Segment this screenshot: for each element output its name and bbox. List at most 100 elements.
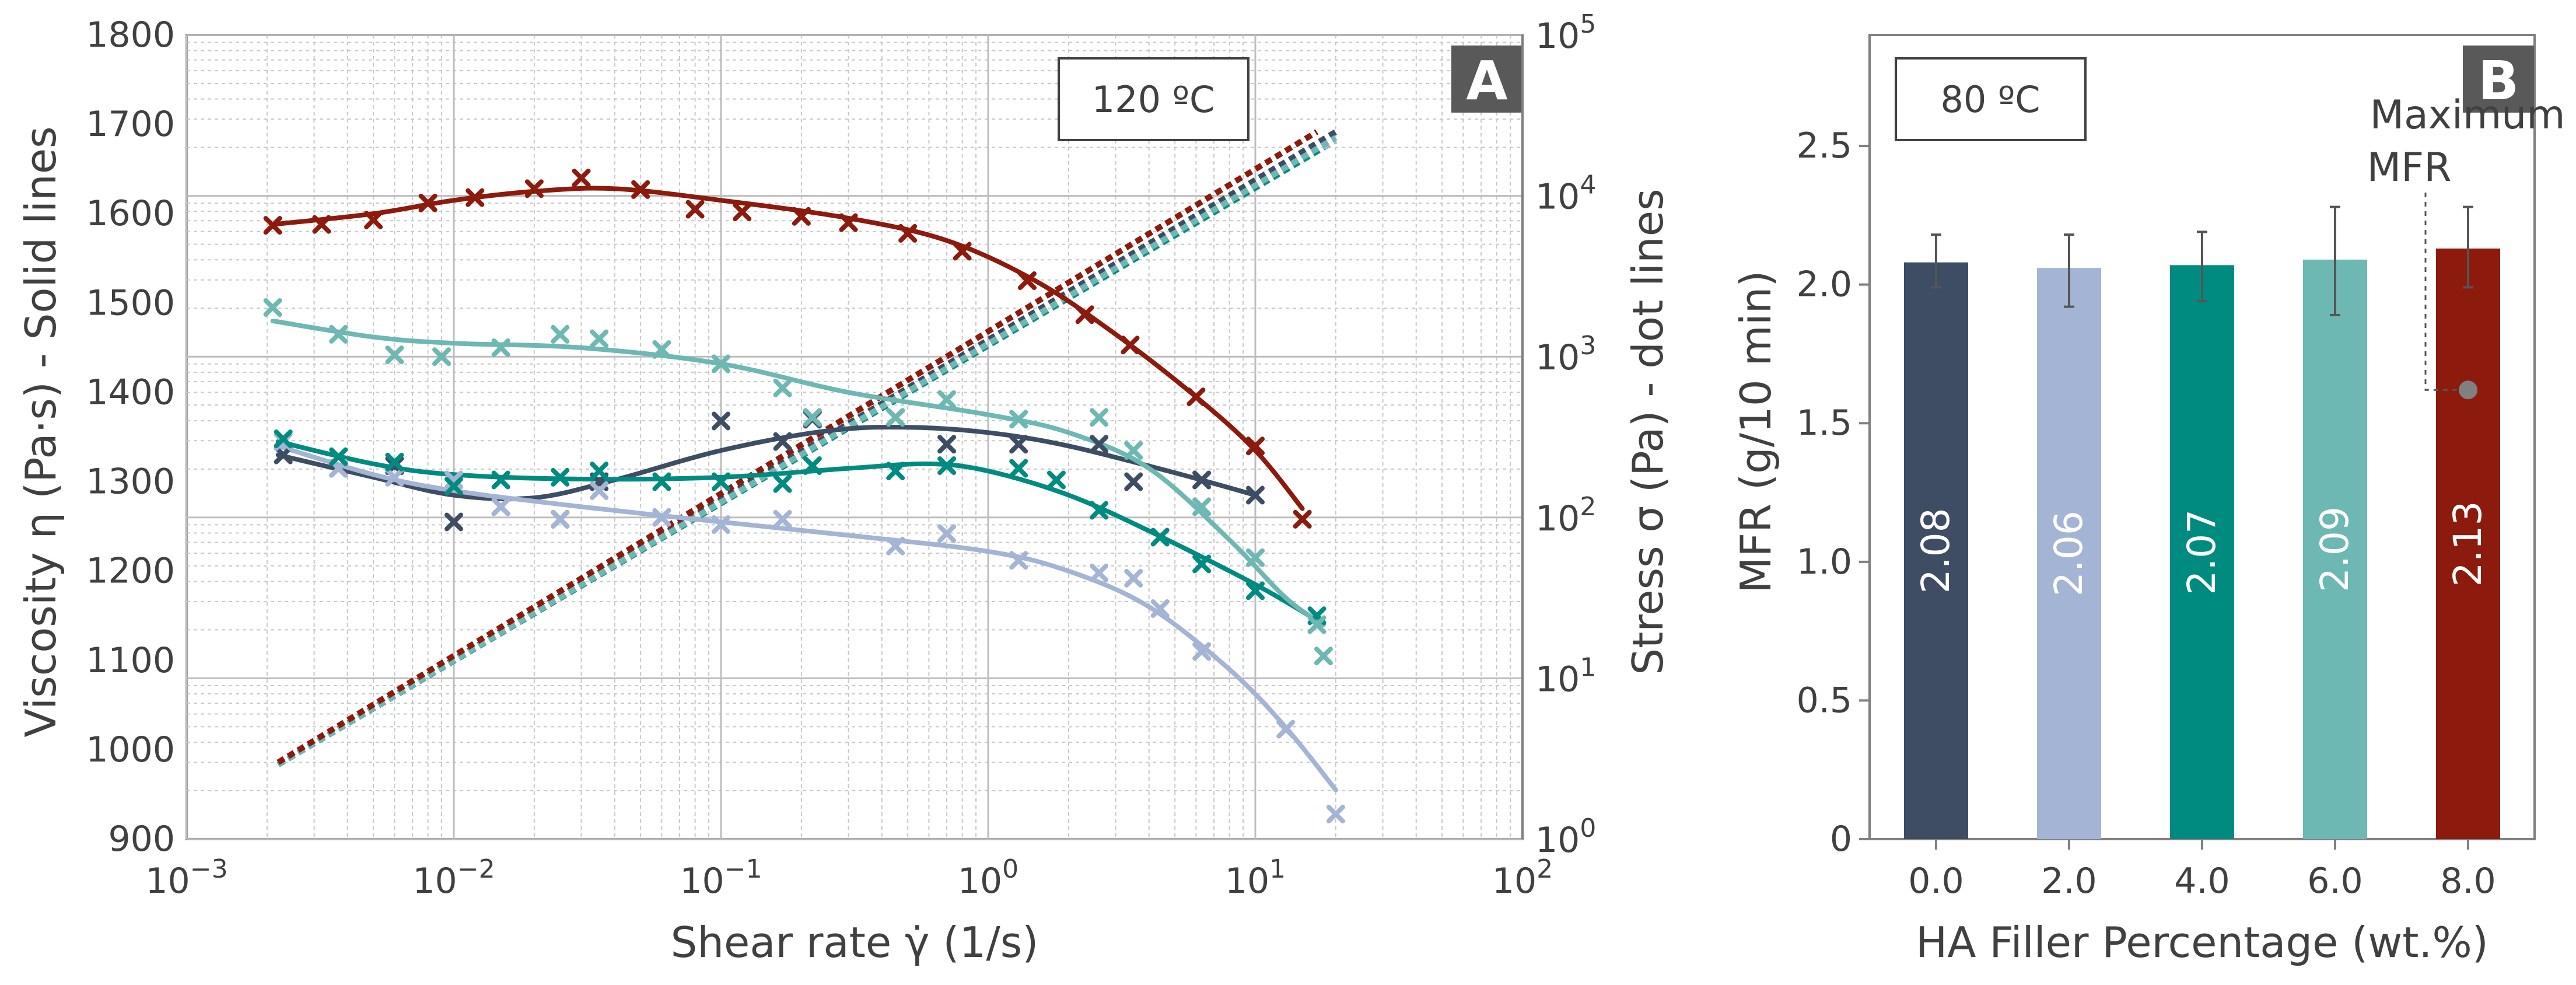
data-point-marker	[491, 338, 510, 357]
data-point-marker	[274, 445, 293, 464]
data-point-marker	[263, 216, 282, 235]
panel-b-x-tick-labels: 0.0 2.0 4.0 6.0 8.0	[1908, 839, 2496, 902]
data-point-marker	[551, 467, 570, 487]
data-point-marker	[1276, 719, 1296, 739]
data-point-marker	[652, 472, 671, 491]
data-point-marker	[385, 452, 404, 471]
panel-a-frame	[186, 34, 1524, 840]
data-point-marker	[590, 462, 609, 481]
data-point-marker	[1090, 563, 1109, 582]
callout-leader	[2424, 193, 2461, 391]
data-point-marker	[385, 467, 404, 487]
mfr-bar	[1904, 262, 1968, 840]
panel-b-x-tick-label: 6.0	[2307, 861, 2362, 902]
data-point-marker	[773, 432, 792, 451]
data-point-marker	[712, 472, 730, 491]
data-point-marker	[1124, 441, 1143, 460]
y-left-axis-label: Viscosity η (Pa·s) - Solid lines	[16, 126, 65, 737]
data-point-marker	[712, 354, 730, 373]
data-point-marker	[491, 470, 510, 490]
data-point-marker	[364, 210, 383, 229]
panel-b-y-tick-label: 1.5	[1797, 403, 1852, 443]
panel-b-badge	[2463, 46, 2534, 113]
data-point-marker	[712, 515, 730, 535]
data-point-marker	[1124, 472, 1143, 491]
panel-b-y-axis-label: MFR (g/10 min)	[1731, 271, 1780, 593]
y-right-tick-label: 104	[1535, 170, 1596, 218]
data-point-marker	[886, 408, 905, 427]
data-point-marker	[886, 536, 905, 556]
data-point-marker	[937, 456, 957, 475]
panel-b-y-tick-label: 1.0	[1797, 542, 1852, 582]
panel-b-y-tick-label: 2.5	[1797, 125, 1852, 166]
data-point-marker	[937, 390, 957, 409]
data-point-marker	[1075, 305, 1094, 324]
x-tick-label: 101	[1225, 854, 1286, 902]
data-point-marker	[937, 435, 957, 454]
data-point-marker	[1009, 551, 1028, 570]
data-point-marker	[1326, 805, 1345, 824]
data-point-marker	[792, 207, 811, 226]
y-right-axis-label: Stress σ (Pa) - dot lines	[1623, 188, 1672, 675]
viscosity-fit-line	[270, 319, 1326, 627]
mfr-bar	[2436, 248, 2500, 839]
data-point-marker	[1150, 528, 1170, 547]
data-point-marker	[385, 345, 404, 365]
data-point-marker	[590, 481, 609, 500]
data-point-marker	[1314, 647, 1333, 666]
data-point-marker	[1090, 408, 1109, 427]
data-point-marker	[1090, 435, 1109, 454]
data-point-marker	[274, 429, 293, 449]
panel-b-y-tick-label: 0	[1830, 819, 1852, 860]
y-left-tick-labels: 900 1000 1100 1200 1300 1400 1500 1600 1700 1800	[86, 15, 175, 860]
y-left-tick-label: 1600	[86, 193, 175, 234]
x-tick-label: 10−3	[145, 854, 228, 902]
bar-value-label: 2.07	[2179, 509, 2224, 595]
data-point-marker	[572, 168, 591, 187]
data-point-marker	[329, 447, 348, 466]
data-point-marker	[898, 223, 918, 243]
y-right-tick-label: 105	[1535, 9, 1596, 57]
data-point-marker	[1124, 568, 1143, 588]
y-left-tick-label: 1400	[86, 372, 175, 413]
bar-value-label: 2.08	[1913, 508, 1958, 593]
bar-value-label: 2.13	[2445, 501, 2490, 586]
data-point-marker	[1192, 642, 1212, 661]
panel-b-mfr-chart: 0 0.5 1.0 1.5 2.0 2.5 2.08 2.06 2.07 2.09 2.13 0.…	[1731, 34, 2566, 967]
data-point-marker	[1246, 436, 1265, 456]
data-point-marker	[551, 509, 570, 529]
x-tick-label: 10−1	[680, 854, 762, 902]
maximum-mfr-label-line1: Maximum	[2370, 92, 2565, 138]
panel-b-letter: B	[2478, 50, 2519, 112]
y-left-tick-label: 1300	[86, 462, 175, 502]
panel-b-x-axis-label: HA Filler Percentage (wt.%)	[1916, 918, 2488, 967]
data-point-marker	[839, 213, 858, 232]
panel-b-x-tick-label: 0.0	[1908, 861, 1964, 902]
data-point-marker	[466, 188, 485, 207]
data-point-marker	[524, 179, 544, 198]
data-point-marker	[803, 408, 822, 427]
panel-b-x-tick-label: 4.0	[2174, 861, 2230, 902]
panel-b-y-tick-labels: 0 0.5 1.0 1.5 2.0 2.5	[1797, 125, 1870, 860]
data-point-marker	[1150, 599, 1170, 618]
panel-a-viscosity-chart: 900100011001200130014001500160017001800 …	[16, 9, 1672, 967]
panel-a-badge	[1451, 46, 1522, 113]
maximum-mfr-marker	[2459, 380, 2477, 400]
data-point-marker	[631, 180, 650, 199]
y-right-tick-label: 101	[1535, 652, 1596, 700]
y-left-tick-label: 1800	[86, 15, 175, 55]
data-point-marker	[551, 324, 570, 344]
panel-b-y-tick-label: 0.5	[1797, 680, 1852, 721]
x-tick-label: 10−2	[412, 854, 495, 902]
data-point-marker	[590, 329, 609, 348]
x-axis-label: Shear rate γ̇ (1/s)	[671, 918, 1039, 967]
data-point-marker	[1192, 470, 1212, 490]
y-left-tick-label: 1100	[86, 640, 175, 681]
y-right-tick-labels: 100 101 102 103 104 105	[1535, 9, 1596, 861]
temperature-box	[1058, 57, 1250, 141]
data-point-marker	[1090, 501, 1109, 520]
panel-b-x-tick-label: 2.0	[2041, 861, 2096, 902]
data-point-marker	[1246, 548, 1265, 567]
panel-b-temperature-label: 80 ºC	[1940, 78, 2040, 121]
